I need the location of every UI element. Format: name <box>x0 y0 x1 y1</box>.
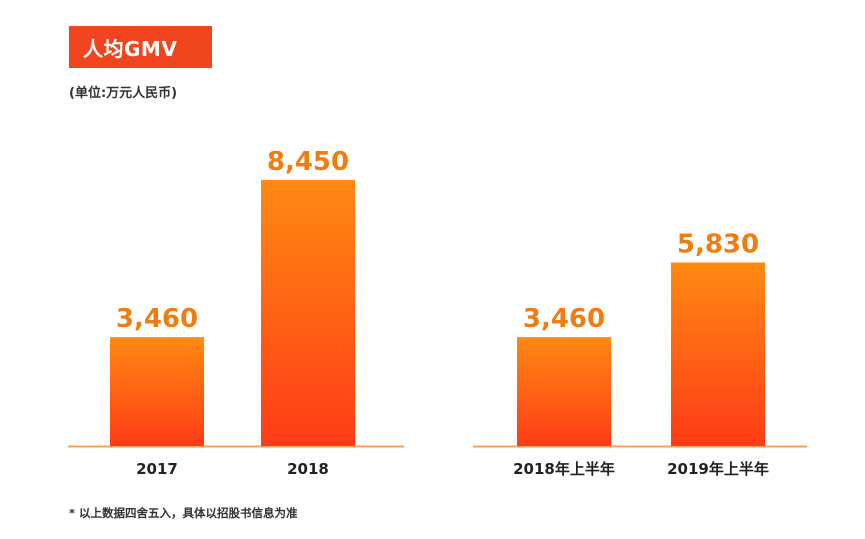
value-label-2-2: 5,830 <box>677 229 759 259</box>
category-label-1-2: 2018 <box>287 460 329 478</box>
category-label-2-1: 2018年上半年 <box>513 460 615 478</box>
category-label-1-1: 2017 <box>136 460 178 478</box>
category-label-2-2: 2019年上半年 <box>667 460 769 478</box>
bar-1-1 <box>110 337 204 446</box>
unit-note: (单位:万元人民币) <box>69 86 178 101</box>
bar-1-2 <box>261 180 355 446</box>
value-label-1-2: 8,450 <box>267 147 349 177</box>
footnote: * 以上数据四舍五入，具体以招股书信息为准 <box>69 506 298 520</box>
bar-2-1 <box>517 337 611 446</box>
value-label-2-1: 3,460 <box>523 304 605 334</box>
value-label-1-1: 3,460 <box>116 304 198 334</box>
chart-title-badge: 人均GMV <box>69 26 212 68</box>
bar-2-2 <box>671 262 765 446</box>
